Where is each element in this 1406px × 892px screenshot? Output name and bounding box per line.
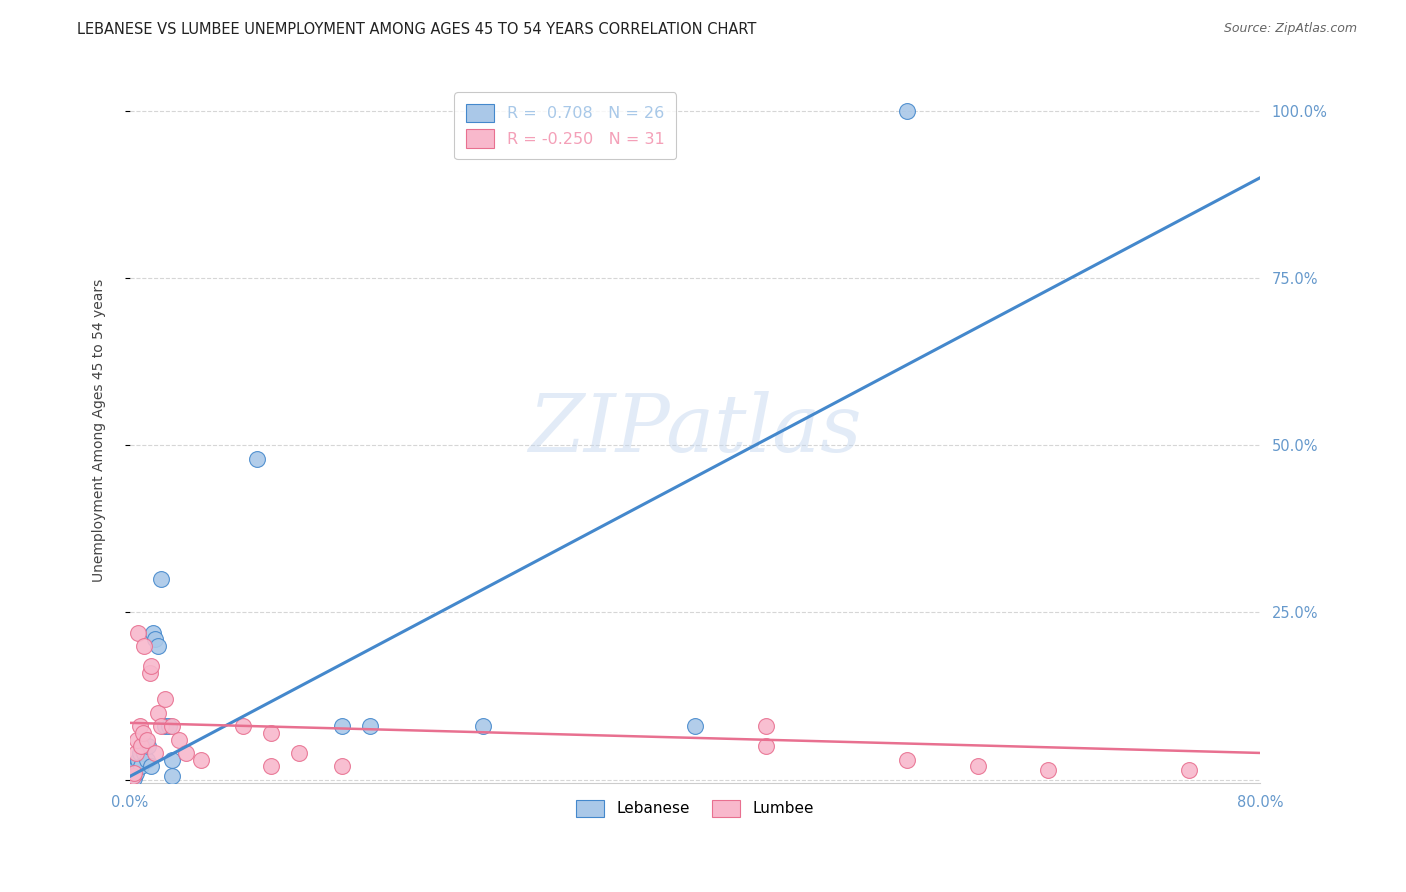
Point bbox=[121, 769, 143, 783]
Point bbox=[260, 759, 283, 773]
Point bbox=[129, 759, 152, 773]
Point bbox=[1178, 763, 1201, 777]
Point bbox=[136, 739, 159, 754]
Point bbox=[131, 726, 153, 740]
Point bbox=[145, 746, 167, 760]
Point bbox=[896, 103, 918, 118]
Point bbox=[141, 625, 163, 640]
Point bbox=[966, 759, 988, 773]
Point bbox=[145, 632, 167, 647]
Point bbox=[162, 719, 184, 733]
Point bbox=[159, 719, 181, 733]
Point bbox=[330, 719, 353, 733]
Point bbox=[683, 719, 706, 733]
Legend: Lebanese, Lumbee: Lebanese, Lumbee bbox=[568, 792, 821, 825]
Point bbox=[122, 771, 145, 785]
Point bbox=[148, 639, 170, 653]
Point bbox=[288, 746, 311, 760]
Point bbox=[135, 753, 157, 767]
Point bbox=[169, 732, 191, 747]
Point bbox=[896, 753, 918, 767]
Point bbox=[260, 726, 283, 740]
Point bbox=[128, 746, 150, 760]
Point bbox=[129, 739, 152, 754]
Point bbox=[127, 753, 149, 767]
Point bbox=[139, 759, 162, 773]
Point bbox=[162, 769, 184, 783]
Point bbox=[121, 769, 143, 783]
Text: ZIPatlas: ZIPatlas bbox=[529, 392, 862, 469]
Point bbox=[1036, 763, 1059, 777]
Point bbox=[125, 732, 148, 747]
Text: Source: ZipAtlas.com: Source: ZipAtlas.com bbox=[1223, 22, 1357, 36]
Point bbox=[246, 451, 269, 466]
Point bbox=[190, 753, 212, 767]
Point bbox=[139, 659, 162, 673]
Point bbox=[132, 746, 155, 760]
Point bbox=[128, 719, 150, 733]
Point bbox=[135, 732, 157, 747]
Point bbox=[755, 739, 778, 754]
Point bbox=[472, 719, 495, 733]
Point bbox=[150, 572, 173, 586]
Y-axis label: Unemployment Among Ages 45 to 54 years: Unemployment Among Ages 45 to 54 years bbox=[93, 278, 107, 582]
Point bbox=[155, 692, 177, 706]
Point bbox=[138, 665, 160, 680]
Point bbox=[132, 639, 155, 653]
Point bbox=[127, 625, 149, 640]
Text: LEBANESE VS LUMBEE UNEMPLOYMENT AMONG AGES 45 TO 54 YEARS CORRELATION CHART: LEBANESE VS LUMBEE UNEMPLOYMENT AMONG AG… bbox=[77, 22, 756, 37]
Point bbox=[162, 753, 184, 767]
Point bbox=[232, 719, 254, 733]
Point bbox=[150, 719, 173, 733]
Point bbox=[155, 719, 177, 733]
Point bbox=[124, 766, 146, 780]
Point bbox=[330, 759, 353, 773]
Point bbox=[148, 706, 170, 720]
Point bbox=[359, 719, 381, 733]
Point bbox=[755, 719, 778, 733]
Point bbox=[124, 746, 146, 760]
Point bbox=[122, 766, 145, 780]
Point bbox=[125, 759, 148, 773]
Point bbox=[131, 739, 153, 754]
Point bbox=[176, 746, 198, 760]
